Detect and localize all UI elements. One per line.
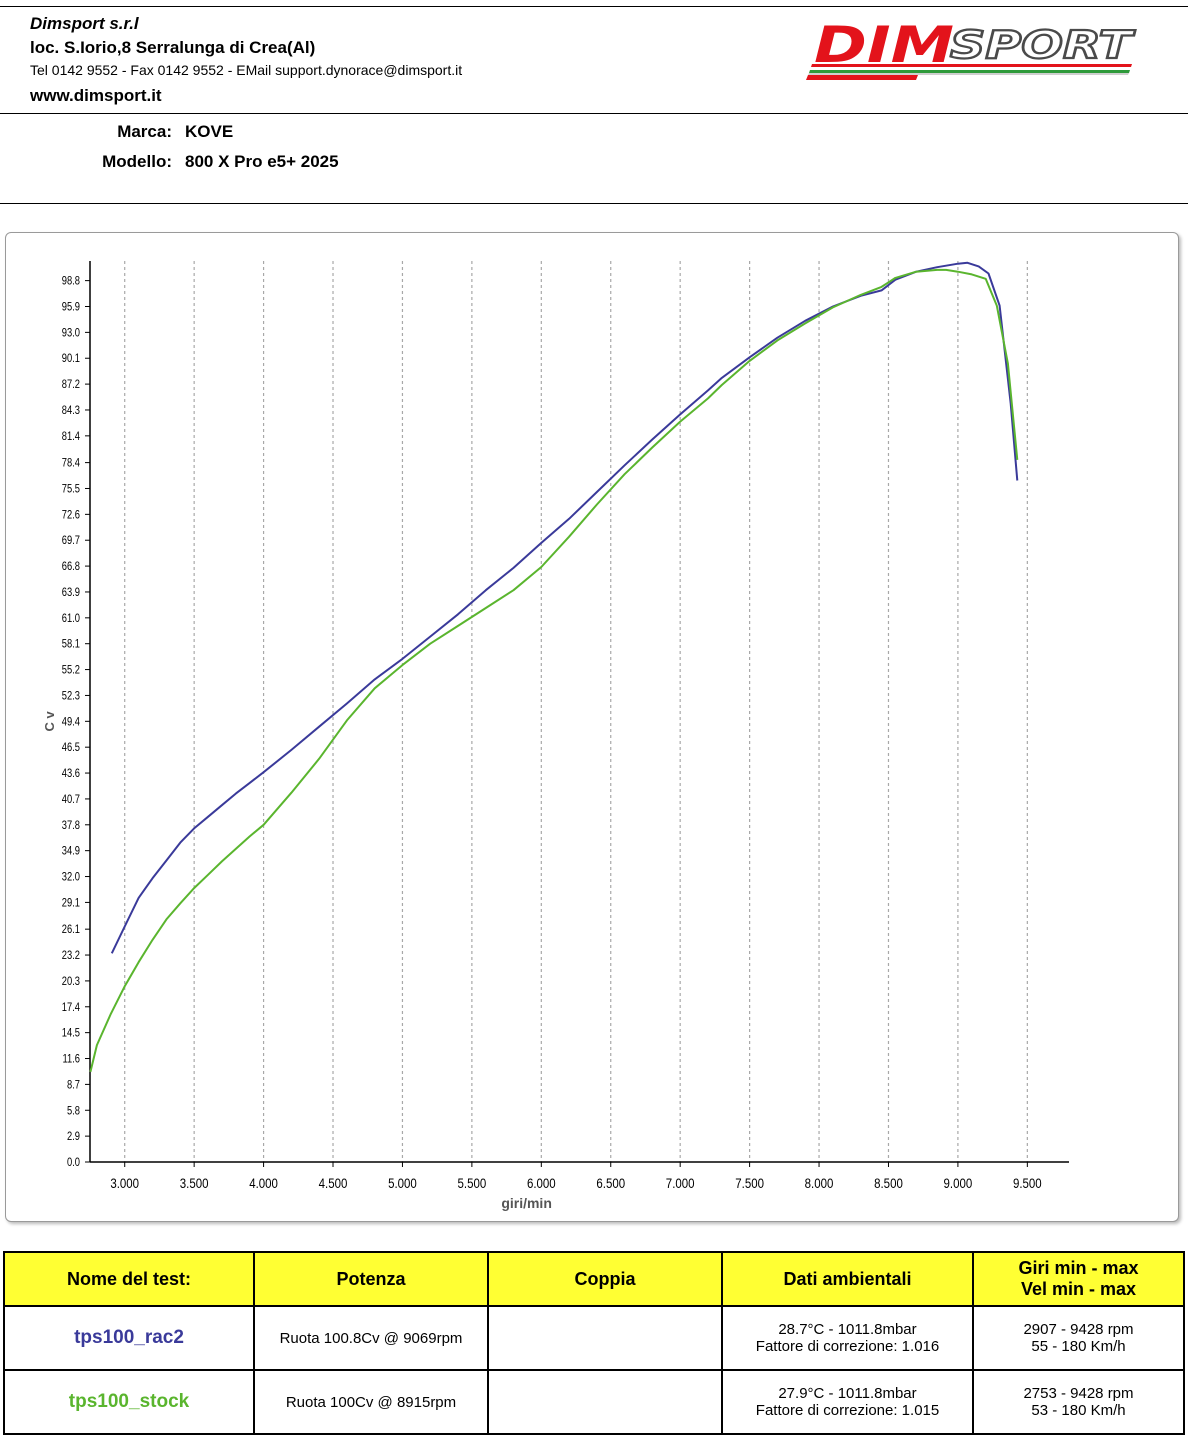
x-tick-label: 8.000	[805, 1175, 834, 1191]
row-ambient: 28.7°C - 1011.8mbar Fattore di correzion…	[721, 1305, 974, 1371]
y-tick-label: 81.4	[62, 430, 80, 443]
vehicle-separator	[0, 203, 1188, 204]
svg-text:DIM: DIM	[814, 16, 954, 74]
y-tick-label: 8.7	[67, 1078, 80, 1091]
y-tick-label: 26.1	[62, 923, 80, 936]
x-tick-label: 6.000	[527, 1175, 556, 1191]
row-range: 2753 - 9428 rpm 53 - 180 Km/h	[972, 1369, 1185, 1435]
y-tick-label: 69.7	[62, 534, 80, 547]
header-rpm-range: Giri min - max	[1018, 1258, 1139, 1278]
x-tick-label: 7.500	[735, 1175, 764, 1191]
x-tick-label: 7.000	[666, 1175, 695, 1191]
test-summary-table: Nome del test: Potenza Coppia Dati ambie…	[3, 1251, 1185, 1435]
x-tick-label: 4.500	[319, 1175, 348, 1191]
x-axis-label: giri/min	[501, 1195, 552, 1211]
y-tick-label: 90.1	[62, 352, 80, 365]
series-line-tps100_stock	[89, 268, 1019, 1073]
header-test-name: Nome del test:	[3, 1251, 255, 1307]
y-tick-label: 52.3	[62, 689, 80, 702]
y-tick-label: 29.1	[62, 896, 80, 909]
y-tick-label: 98.8	[62, 275, 80, 288]
x-tick-label: 6.500	[596, 1175, 625, 1191]
table-row: tps100_rac2 Ruota 100.8Cv @ 9069rpm 28.7…	[3, 1305, 1185, 1371]
x-tick-label: 3.500	[180, 1175, 209, 1191]
company-website[interactable]: www.dimsport.it	[30, 86, 162, 105]
row-power: Ruota 100Cv @ 8915rpm	[253, 1369, 489, 1435]
x-tick-label: 4.000	[249, 1175, 278, 1191]
svg-text:SPORT: SPORT	[950, 23, 1136, 67]
y-tick-label: 95.9	[62, 300, 80, 313]
row-test-name: tps100_rac2	[3, 1305, 255, 1371]
brand-value: KOVE	[185, 122, 234, 141]
header-range: Giri min - max Vel min - max	[972, 1251, 1185, 1307]
header-power: Potenza	[253, 1251, 489, 1307]
chart-frame: 3.000 3.500 4.000 4.500 5.000 5.500 6.000 6.500…	[5, 232, 1179, 1222]
power-chart: 3.000 3.500 4.000 4.500 5.000 5.500 6.000 6.500…	[42, 261, 1069, 1211]
y-tick-label: 72.6	[62, 508, 80, 521]
x-tick-label: 9.500	[1013, 1175, 1042, 1191]
y-axis-label: C v	[42, 710, 57, 731]
y-tick-label: 0.0	[67, 1156, 80, 1169]
x-tick-label: 3.000	[110, 1175, 139, 1191]
y-tick-label: 84.3	[62, 404, 80, 417]
y-tick-label: 11.6	[62, 1052, 80, 1065]
y-tick-label: 32.0	[62, 870, 80, 883]
company-contacts: Tel 0142 9552 - Fax 0142 9552 - EMail su…	[30, 62, 463, 78]
x-tick-label: 5.000	[388, 1175, 417, 1191]
model-label: Modello:	[102, 152, 172, 171]
y-tick-label: 43.6	[62, 767, 80, 780]
y-tick-label: 55.2	[62, 664, 80, 677]
model-value: 800 X Pro e5+ 2025	[185, 152, 339, 171]
company-address: loc. S.Iorio,8 Serralunga di Crea(Al)	[30, 38, 316, 57]
x-tick-label: 9.000	[944, 1175, 973, 1191]
y-tick-label: 37.8	[62, 819, 80, 832]
x-tick-label: 8.500	[874, 1175, 903, 1191]
row-test-name: tps100_stock	[3, 1369, 255, 1435]
y-tick-label: 66.8	[62, 560, 80, 573]
y-tick-label: 17.4	[62, 1001, 80, 1014]
y-tick-label: 23.2	[62, 949, 80, 962]
row-torque	[487, 1369, 723, 1435]
company-name: Dimsport s.r.l	[30, 14, 139, 33]
x-tick-label: 5.500	[458, 1175, 487, 1191]
row-torque	[487, 1305, 723, 1371]
y-tick-label: 63.9	[62, 586, 80, 599]
dimsport-logo: DIM SPORT	[806, 16, 1137, 80]
y-tick-label: 2.9	[67, 1130, 80, 1143]
y-tick-label: 75.5	[62, 482, 80, 495]
header-speed-range: Vel min - max	[1020, 1279, 1137, 1299]
y-tick-label: 49.4	[62, 715, 80, 728]
table-row: tps100_stock Ruota 100Cv @ 8915rpm 27.9°…	[3, 1369, 1185, 1435]
header-ambient: Dati ambientali	[721, 1251, 974, 1307]
y-tick-label: 87.2	[62, 378, 80, 391]
brand-label: Marca:	[117, 122, 172, 141]
y-tick-label: 34.9	[62, 845, 80, 858]
y-tick-label: 61.0	[62, 612, 80, 625]
y-tick-label: 20.3	[62, 975, 80, 988]
y-tick-label: 40.7	[62, 793, 80, 806]
top-rule	[0, 6, 1188, 7]
y-tick-label: 46.5	[62, 741, 80, 754]
header-torque: Coppia	[487, 1251, 723, 1307]
row-range: 2907 - 9428 rpm 55 - 180 Km/h	[972, 1305, 1185, 1371]
row-power: Ruota 100.8Cv @ 9069rpm	[253, 1305, 489, 1371]
y-tick-label: 93.0	[62, 326, 80, 339]
y-tick-label: 5.8	[67, 1104, 80, 1117]
y-tick-label: 58.1	[62, 638, 80, 651]
row-ambient: 27.9°C - 1011.8mbar Fattore di correzion…	[721, 1369, 974, 1435]
series-line-tps100_rac2	[110, 261, 1019, 954]
y-tick-label: 78.4	[62, 457, 80, 470]
table-header-row: Nome del test: Potenza Coppia Dati ambie…	[3, 1251, 1185, 1307]
header-separator	[0, 113, 1188, 114]
y-tick-label: 14.5	[62, 1027, 80, 1040]
